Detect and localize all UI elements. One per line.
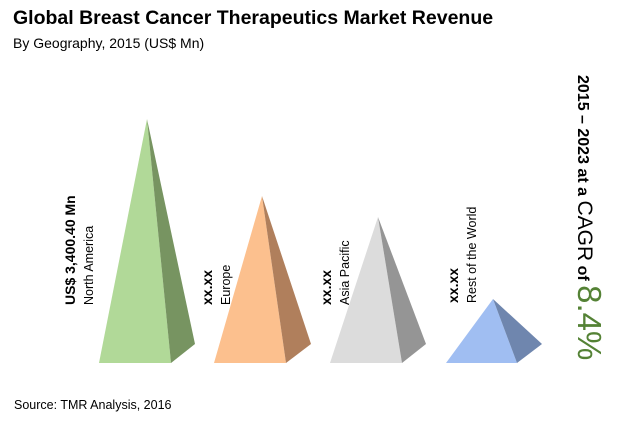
- value-label-north-america: US$ 3,400.40 Mn: [62, 195, 78, 305]
- value-label-asia-pacific: xx.xx: [318, 270, 334, 305]
- pyramid-side-europe: [262, 196, 311, 363]
- category-label-rest-of-world: Rest of the World: [465, 207, 479, 303]
- chart-title: Global Breast Cancer Therapeutics Market…: [13, 7, 494, 29]
- pyramid-side-asia-pacific: [378, 217, 426, 363]
- cagr-word: CAGR: [573, 200, 596, 261]
- source-note: Source: TMR Analysis, 2016: [14, 398, 172, 412]
- value-label-rest-of-world: xx.xx: [445, 268, 461, 303]
- category-label-asia-pacific: Asia Pacific: [338, 240, 352, 305]
- cagr-annotation: 2015 – 2023 at a CAGR of 8.4%: [571, 75, 608, 360]
- pyramid-front-rest-of-the-world: [446, 299, 517, 363]
- pyramid-side-rest-of-the-world: [493, 299, 542, 363]
- cagr-value: 8.4%: [571, 285, 608, 360]
- category-label-europe: Europe: [219, 265, 233, 305]
- pyramid-side-north-america: [147, 119, 195, 363]
- value-label-europe: xx.xx: [199, 270, 215, 305]
- chart-subtitle: By Geography, 2015 (US$ Mn): [13, 35, 205, 51]
- cagr-prefix: 2015 – 2023 at a: [574, 75, 591, 200]
- cagr-of: of: [574, 261, 591, 285]
- category-label-north-america: North America: [82, 226, 96, 305]
